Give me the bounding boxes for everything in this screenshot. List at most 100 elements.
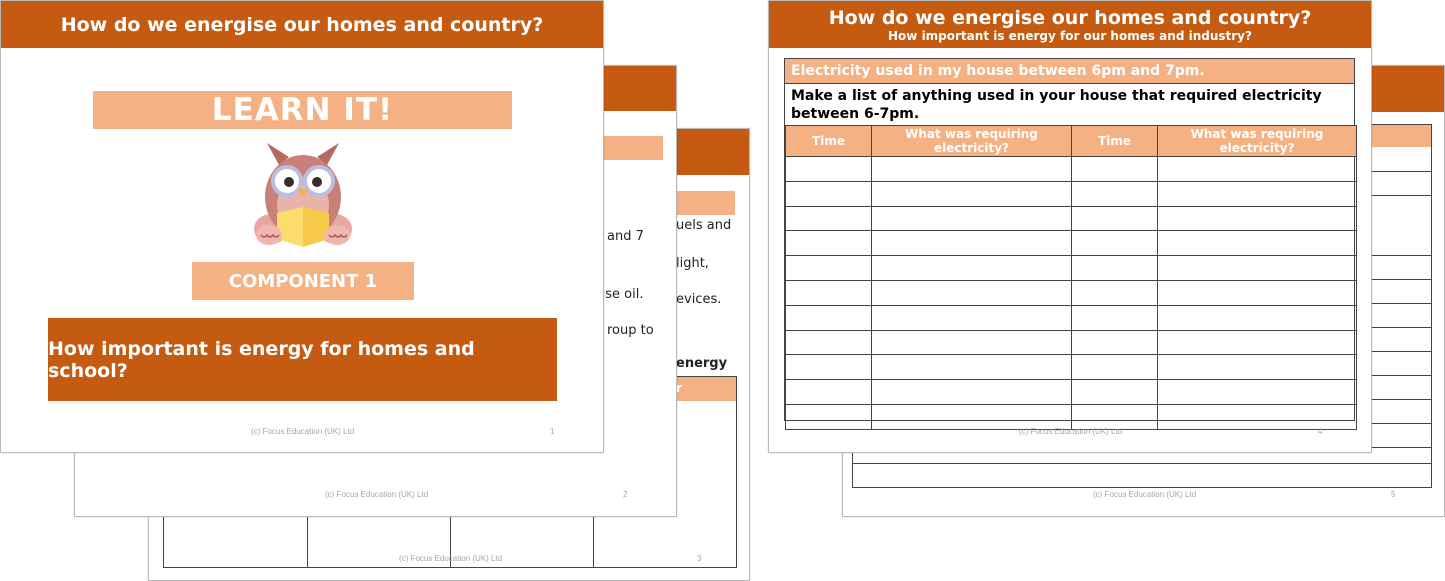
slide-4-footer: (c) Focus Education (UK) Ltd bbox=[1019, 427, 1123, 436]
table-cell[interactable] bbox=[871, 279, 1072, 306]
table-cell[interactable] bbox=[1157, 304, 1357, 331]
table-cell[interactable] bbox=[1157, 379, 1357, 405]
slide-4-subtitle: How important is energy for our homes an… bbox=[888, 29, 1252, 43]
electricity-table-header-row: Time What was requiring electricity? Tim… bbox=[785, 125, 1357, 157]
slide-1: How do we energise our homes and country… bbox=[0, 0, 604, 453]
table-cell[interactable] bbox=[1157, 329, 1357, 356]
electricity-instruction: Make a list of anything used in your hou… bbox=[791, 88, 1322, 122]
table-cell[interactable] bbox=[1071, 180, 1158, 207]
question-text: How important is energy for homes and sc… bbox=[48, 337, 475, 382]
table-cell[interactable] bbox=[785, 379, 872, 405]
table-cell[interactable] bbox=[1157, 354, 1357, 381]
slide-3-snippet-2: light, bbox=[676, 256, 709, 271]
table-cell[interactable] bbox=[1157, 230, 1357, 257]
table-cell[interactable] bbox=[1157, 156, 1357, 182]
table-cell[interactable] bbox=[871, 304, 1072, 331]
table-cell[interactable] bbox=[1071, 379, 1158, 405]
slide-1-header-bar: How do we energise our homes and country… bbox=[1, 1, 603, 48]
table-row bbox=[785, 354, 1357, 381]
table-row bbox=[785, 304, 1357, 331]
slide-5-footer: (c) Focus Education (UK) Ltd bbox=[1093, 490, 1197, 499]
slide-2-snippet-2: use oil. bbox=[597, 287, 644, 302]
table-row bbox=[785, 329, 1357, 356]
slide-3-table-col-line-3 bbox=[593, 517, 594, 567]
slide-4-title: How do we energise our homes and country… bbox=[828, 7, 1312, 29]
electricity-table: Time What was requiring electricity? Tim… bbox=[785, 125, 1357, 430]
slide-4: How do we energise our homes and country… bbox=[768, 0, 1372, 453]
slide-1-page-number: 1 bbox=[550, 427, 555, 436]
table-cell[interactable] bbox=[785, 329, 872, 356]
table-cell[interactable] bbox=[871, 255, 1072, 281]
slide-1-footer: (c) Focus Education (UK) Ltd bbox=[251, 427, 355, 436]
component-banner: COMPONENT 1 bbox=[192, 262, 414, 300]
table-cell[interactable] bbox=[785, 255, 872, 281]
column-header-time: Time bbox=[1071, 125, 1158, 157]
slide-3-footer: (c) Focus Education (UK) Ltd bbox=[399, 554, 503, 563]
table-cell[interactable] bbox=[871, 205, 1072, 232]
table-cell[interactable] bbox=[1071, 354, 1158, 381]
table-cell[interactable] bbox=[785, 180, 872, 207]
component-label: COMPONENT 1 bbox=[228, 270, 378, 292]
table-row bbox=[785, 180, 1357, 207]
table-row bbox=[785, 205, 1357, 232]
table-row bbox=[785, 379, 1357, 405]
learn-it-banner: LEARN IT! bbox=[93, 91, 512, 129]
table-cell[interactable] bbox=[1157, 180, 1357, 207]
slide-2-footer: (c) Focus Education (UK) Ltd bbox=[325, 490, 429, 499]
table-cell[interactable] bbox=[1157, 403, 1357, 430]
table-row bbox=[785, 279, 1357, 306]
slide-5-page-number: 5 bbox=[1391, 490, 1396, 499]
table-cell[interactable] bbox=[1071, 205, 1158, 232]
slide-5-row-line bbox=[853, 463, 1431, 464]
table-cell[interactable] bbox=[1157, 205, 1357, 232]
table-cell[interactable] bbox=[1071, 304, 1158, 331]
table-cell[interactable] bbox=[785, 354, 872, 381]
question-banner: How important is energy for homes and sc… bbox=[48, 318, 557, 401]
slide-2-page-number: 2 bbox=[623, 490, 628, 499]
table-cell[interactable] bbox=[1071, 329, 1158, 356]
table-cell[interactable] bbox=[871, 403, 1072, 430]
table-cell[interactable] bbox=[1071, 403, 1158, 430]
slide-2-snippet-1: and 7 bbox=[607, 229, 644, 244]
slide-4-header-bar: How do we energise our homes and country… bbox=[769, 1, 1371, 48]
electricity-table-body bbox=[785, 156, 1357, 430]
table-cell[interactable] bbox=[785, 230, 872, 257]
slide-1-title: How do we energise our homes and country… bbox=[60, 13, 544, 36]
table-cell[interactable] bbox=[1071, 279, 1158, 306]
slide-3-table-col-line-1 bbox=[307, 517, 308, 567]
slide-3-table-col-line-2 bbox=[450, 517, 451, 567]
table-cell[interactable] bbox=[785, 156, 872, 182]
table-row bbox=[785, 255, 1357, 281]
table-cell[interactable] bbox=[1071, 255, 1158, 281]
slide-3-snippet-3: evices. bbox=[676, 292, 722, 307]
table-cell[interactable] bbox=[871, 329, 1072, 356]
column-header-time: Time bbox=[785, 125, 872, 157]
slide-3-page-number: 3 bbox=[697, 554, 702, 563]
table-cell[interactable] bbox=[1071, 156, 1158, 182]
table-cell[interactable] bbox=[871, 156, 1072, 182]
slide-4-page-number: 4 bbox=[1318, 427, 1323, 436]
slide-3-table-header-text: r bbox=[676, 381, 682, 395]
table-cell[interactable] bbox=[1071, 230, 1158, 257]
slide-3-snippet-4: energy bbox=[676, 356, 728, 371]
table-cell[interactable] bbox=[871, 230, 1072, 257]
owl-reading-icon bbox=[249, 139, 357, 251]
table-row bbox=[785, 230, 1357, 257]
table-cell[interactable] bbox=[1157, 255, 1357, 281]
electricity-table-box: Electricity used in my house between 6pm… bbox=[784, 58, 1357, 430]
table-cell[interactable] bbox=[871, 354, 1072, 381]
table-cell[interactable] bbox=[871, 180, 1072, 207]
column-header-requiring-electricity: What was requiring electricity? bbox=[1157, 125, 1357, 157]
table-cell[interactable] bbox=[871, 379, 1072, 405]
table-cell[interactable] bbox=[785, 304, 872, 331]
electricity-table-title: Electricity used in my house between 6pm… bbox=[791, 63, 1205, 79]
column-header-requiring-electricity: What was requiring electricity? bbox=[871, 125, 1072, 157]
table-row bbox=[785, 403, 1357, 430]
electricity-table-title-bar: Electricity used in my house between 6pm… bbox=[785, 59, 1354, 84]
table-cell[interactable] bbox=[785, 205, 872, 232]
table-cell[interactable] bbox=[1157, 279, 1357, 306]
table-cell[interactable] bbox=[785, 403, 872, 430]
slide-2-snippet-3: roup to bbox=[607, 323, 654, 338]
slide-3-snippet-1: uels and bbox=[676, 218, 732, 233]
table-cell[interactable] bbox=[785, 279, 872, 306]
